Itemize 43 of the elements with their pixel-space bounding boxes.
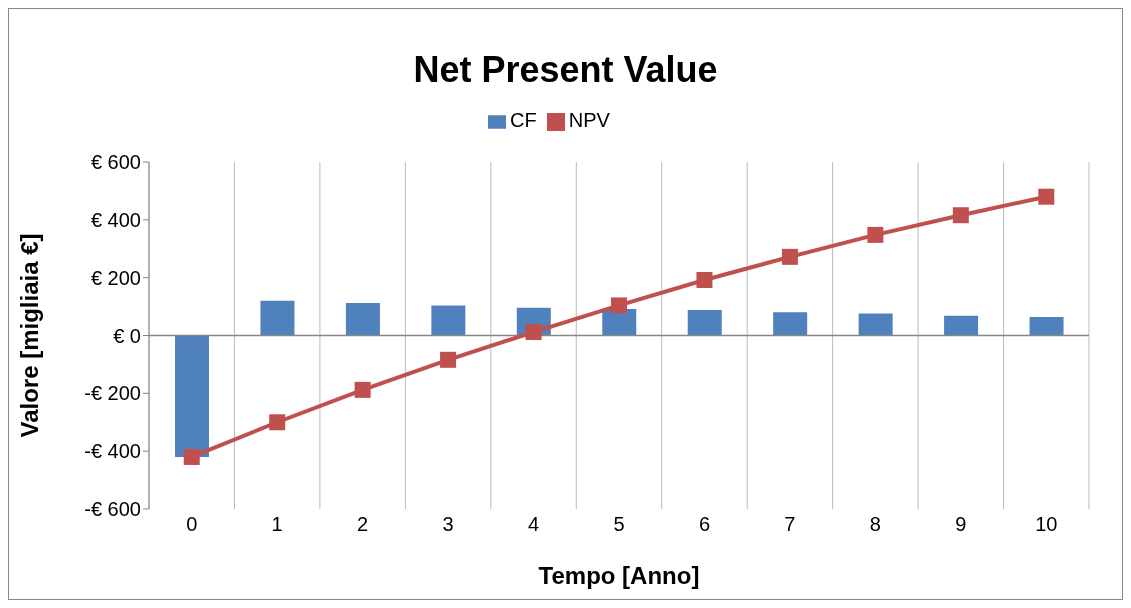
point	[1038, 188, 1055, 205]
point	[781, 248, 798, 265]
point	[867, 226, 884, 243]
x-tick-label: 2	[357, 513, 369, 536]
bar	[773, 312, 808, 336]
x-tick-label: 6	[698, 513, 711, 536]
y-tick-label: € 600	[90, 151, 141, 174]
point	[269, 414, 286, 431]
point	[696, 271, 713, 288]
x-tick-label: 3	[442, 513, 454, 536]
point	[440, 351, 457, 368]
x-tick-label: 7	[784, 513, 796, 536]
bar	[175, 335, 209, 457]
x-tick-label: 0	[186, 513, 198, 536]
point	[525, 324, 542, 341]
x-tick-label: 1	[271, 513, 283, 536]
y-tick-label: -€ 600	[84, 498, 141, 521]
bar	[858, 313, 893, 336]
bar	[345, 303, 380, 336]
point	[611, 297, 627, 314]
y-tick-label: -€ 200	[84, 382, 141, 405]
x-tick-label: 10	[1035, 513, 1058, 536]
y-axis-title: Valore [migliaia €]	[15, 233, 43, 438]
bar	[431, 305, 466, 336]
bar	[944, 315, 979, 336]
x-tick-label: 9	[955, 513, 967, 536]
legend-label: CF	[510, 109, 537, 131]
x-tick-label: 5	[613, 513, 625, 536]
x-axis-title: Tempo [Anno]	[538, 562, 700, 589]
legend-label: NPV	[568, 109, 610, 131]
point	[952, 207, 969, 224]
x-tick-label: 8	[869, 513, 881, 536]
point	[354, 381, 371, 398]
y-tick-label: -€ 400	[84, 440, 141, 463]
y-tick-label: € 200	[90, 266, 141, 289]
y-tick-label: € 400	[90, 208, 141, 231]
bar	[1029, 316, 1064, 336]
bar	[260, 300, 295, 336]
y-tick-label: € 0	[113, 324, 141, 347]
point	[183, 448, 200, 465]
chart-title: Net Present Value	[412, 48, 719, 92]
bar	[687, 310, 722, 336]
x-tick-label: 4	[527, 513, 540, 536]
